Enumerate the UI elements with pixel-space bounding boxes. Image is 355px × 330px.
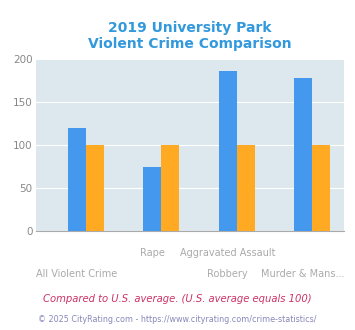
Bar: [86, 145, 104, 231]
Text: Rape: Rape: [140, 248, 165, 258]
Bar: [237, 145, 255, 231]
Text: 2019 University Park: 2019 University Park: [108, 21, 272, 35]
Text: Compared to U.S. average. (U.S. average equals 100): Compared to U.S. average. (U.S. average …: [43, 294, 312, 304]
Legend: University Park, Maryland, National: University Park, Maryland, National: [44, 329, 336, 330]
Bar: [143, 167, 161, 231]
Text: Aggravated Assault: Aggravated Assault: [180, 248, 275, 258]
Text: Robbery: Robbery: [207, 269, 248, 279]
Text: All Violent Crime: All Violent Crime: [36, 269, 118, 279]
Text: Murder & Mans...: Murder & Mans...: [261, 269, 345, 279]
Bar: [294, 78, 312, 231]
Text: © 2025 CityRating.com - https://www.cityrating.com/crime-statistics/: © 2025 CityRating.com - https://www.city…: [38, 315, 317, 324]
Bar: [312, 145, 330, 231]
Text: Violent Crime Comparison: Violent Crime Comparison: [88, 37, 292, 51]
Bar: [161, 145, 179, 231]
Bar: [219, 71, 237, 231]
Bar: [68, 128, 86, 231]
